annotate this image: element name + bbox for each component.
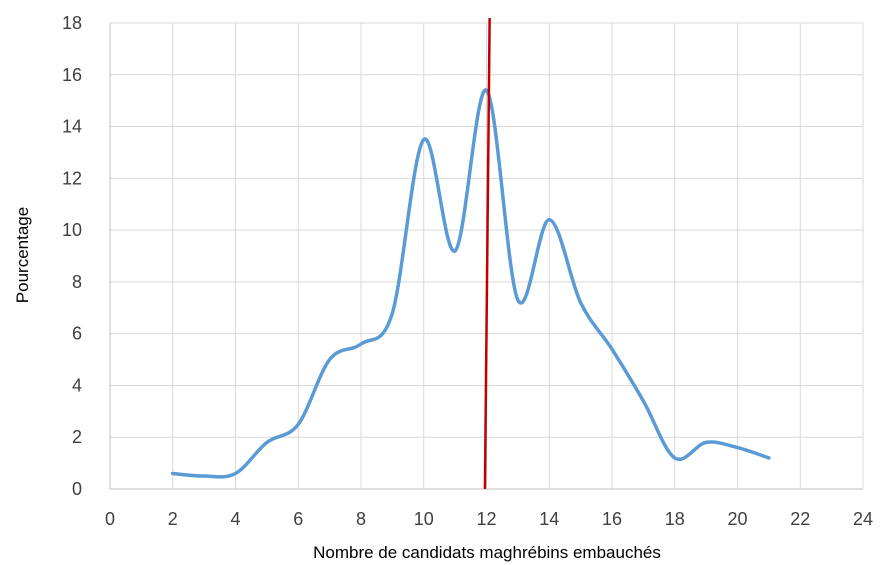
y-tick-label: 6 xyxy=(72,324,82,344)
y-tick-labels: 0 2 4 6 8 10 12 14 16 18 xyxy=(62,13,82,499)
y-tick-label: 8 xyxy=(72,272,82,292)
series-group xyxy=(171,88,771,479)
x-tick-label: 4 xyxy=(230,509,240,529)
series-line xyxy=(171,88,771,479)
axes xyxy=(109,23,863,490)
y-tick-label: 0 xyxy=(72,479,82,499)
x-tick-labels: 0 2 4 6 8 10 12 14 16 18 20 22 24 xyxy=(105,509,873,529)
y-tick-label: 4 xyxy=(72,375,82,395)
reference-line xyxy=(483,17,491,490)
y-tick-label: 18 xyxy=(62,13,82,33)
x-tick-label: 6 xyxy=(293,509,303,529)
x-tick-label: 16 xyxy=(602,509,622,529)
x-tick-label: 22 xyxy=(790,509,810,529)
x-tick-label: 0 xyxy=(105,509,115,529)
y-tick-label: 14 xyxy=(62,117,82,137)
x-tick-label: 24 xyxy=(853,509,873,529)
y-tick-label: 2 xyxy=(72,427,82,447)
y-axis-title: Pourcentage xyxy=(13,207,32,303)
x-axis-title: Nombre de candidats maghrébins embauchés xyxy=(313,543,661,562)
x-tick-label: 10 xyxy=(414,509,434,529)
x-tick-label: 18 xyxy=(665,509,685,529)
y-tick-label: 12 xyxy=(62,168,82,188)
x-tick-label: 12 xyxy=(476,509,496,529)
x-tick-label: 8 xyxy=(356,509,366,529)
y-tick-label: 10 xyxy=(62,220,82,240)
y-tick-label: 16 xyxy=(62,65,82,85)
x-tick-label: 2 xyxy=(168,509,178,529)
x-tick-label: 14 xyxy=(539,509,559,529)
annotations xyxy=(483,17,491,490)
x-tick-label: 20 xyxy=(727,509,747,529)
